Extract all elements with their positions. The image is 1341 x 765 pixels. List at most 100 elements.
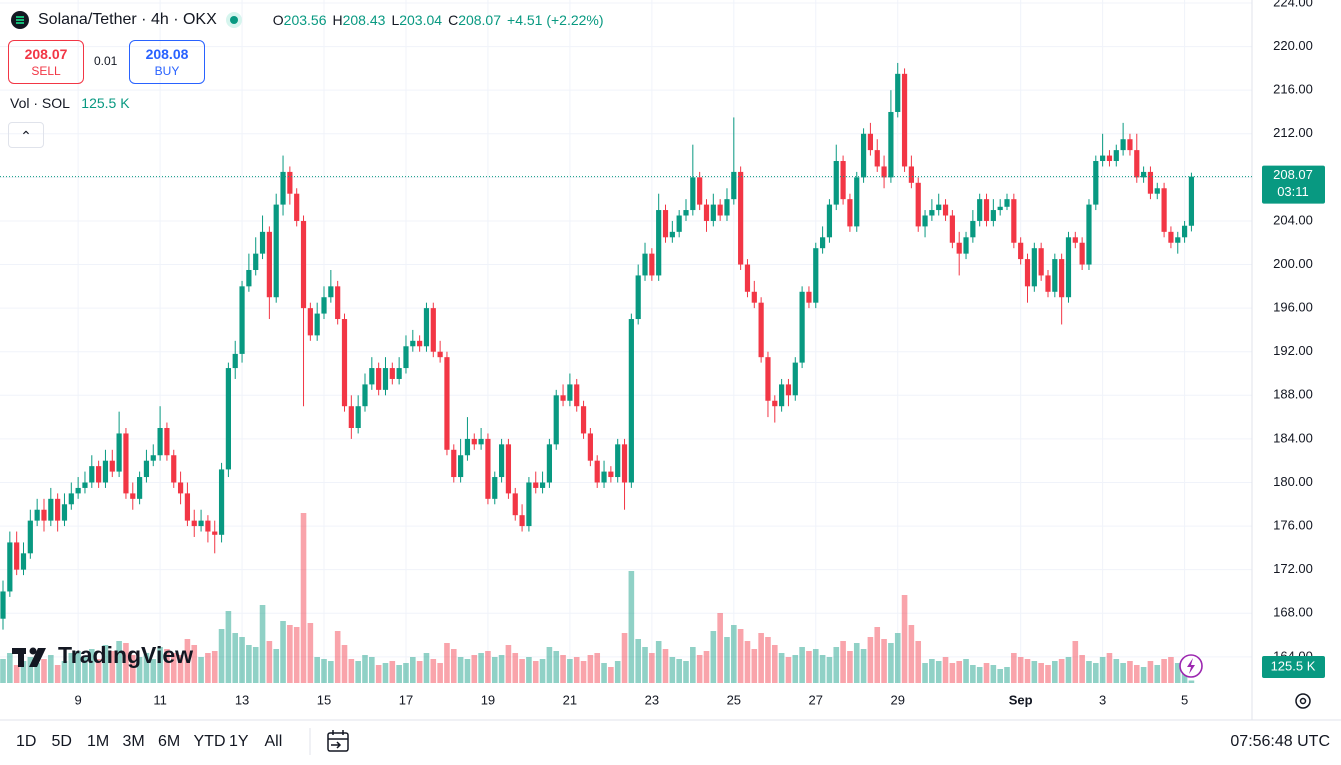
volume-bar [628,571,635,683]
volume-bar [129,655,136,683]
candle-body [89,466,95,483]
range-button[interactable]: 3M [122,733,145,750]
ohlc-item: C208.07 [448,12,501,28]
candle-body [212,531,218,535]
y-tick-label: 204.00 [1273,212,1313,227]
volume-bar [819,655,826,683]
candle-body [587,433,593,461]
volume-bar [314,657,320,683]
range-button[interactable]: 5D [51,733,72,750]
volume-bar [20,661,27,683]
volume-bar [860,649,867,683]
x-tick-label: 29 [890,692,904,707]
settings-icon[interactable] [1295,693,1311,709]
candle-body [218,469,225,535]
candle-body [574,384,580,407]
volume-bar [724,637,730,683]
volume-bar [990,665,997,683]
candle-body [341,319,348,407]
ohlc-values: O203.56 H208.43 L203.04 C208.07 +4.51 (+2.22… [273,12,604,28]
volume-bar [68,653,75,683]
candle-body [96,466,102,483]
y-tick-label: 168.00 [1273,605,1313,620]
buy-button[interactable]: 208.08 BUY [129,40,205,84]
volume-bar [430,659,437,683]
candle-body [765,357,771,401]
range-button[interactable]: 1D [16,733,37,750]
volume-bar [976,667,983,683]
volume-bar [676,659,682,683]
candle-body [307,308,313,336]
x-tick-label: 27 [809,692,823,707]
y-tick-label: 176.00 [1273,518,1313,533]
range-button[interactable]: 6M [158,733,181,750]
volume-bar [683,661,689,683]
candle-body [314,313,320,336]
candle-body [1052,259,1058,292]
candle-body [820,237,826,249]
candle-body [929,210,935,216]
volume-bar [321,659,327,683]
sell-button[interactable]: 208.07 SELL [8,40,84,84]
volume-bar [1154,665,1161,683]
volume-bar [1072,641,1079,683]
volume-bar [1017,657,1024,683]
volume-bar [396,665,402,683]
volume-bar [553,651,560,683]
lightning-icon[interactable] [1179,654,1203,678]
collapse-button[interactable]: ⌃ [8,122,44,148]
volume-bar [328,661,334,683]
candle-body [628,319,634,483]
volume-bar [1024,659,1031,683]
candle-body [949,215,955,243]
volume-bar [300,513,307,683]
volume-bar [177,655,184,683]
volume-bar [935,661,942,683]
volume-bar [1011,653,1017,683]
range-button[interactable]: 1Y [229,733,249,750]
candle-body [553,395,559,445]
candle-body [1147,171,1154,194]
ohlc-value: 208.43 [342,12,386,28]
candle-body [498,444,505,478]
candle-body [369,368,375,385]
volume-bar [997,669,1003,683]
volume-bar [232,633,239,683]
volume-bar [341,645,348,683]
candle-body [266,231,272,298]
volume-bar [82,657,88,683]
candle-body [533,482,539,488]
volume-bar [751,649,758,683]
volume-bar [403,663,409,683]
volume-bar [375,665,382,683]
volume-bar [13,665,20,683]
volume-value: 125.5 K [81,95,130,111]
volume-bar [519,659,525,683]
volume-bar [1140,667,1147,683]
candle-body [546,444,553,483]
candle-body [430,308,436,352]
volume-bar [75,651,81,683]
x-tick-label: 15 [317,692,331,707]
volume-bar [116,641,122,683]
volume-bar [471,655,478,683]
range-button[interactable]: YTD [193,733,226,750]
calendar-icon[interactable] [327,730,349,752]
range-button[interactable]: 1M [87,733,110,750]
ohlc-value: 203.56 [283,12,327,28]
range-toolbar: 1D 5D 1M 3M 6M YTD 1Y All [16,733,300,751]
volume-bar [915,641,922,683]
range-button[interactable]: All [264,733,283,750]
candle-body [7,542,13,592]
volume-bar [1052,661,1058,683]
candle-body [225,368,231,470]
candle-body [348,406,354,428]
volume-bar [150,659,157,683]
candle-body [867,133,874,151]
candle-body [280,171,286,205]
volume-bar [567,659,573,683]
volume-bar [444,643,450,683]
volume-bar [1181,669,1188,683]
volume-bar [95,659,102,683]
candle-body [403,346,409,369]
